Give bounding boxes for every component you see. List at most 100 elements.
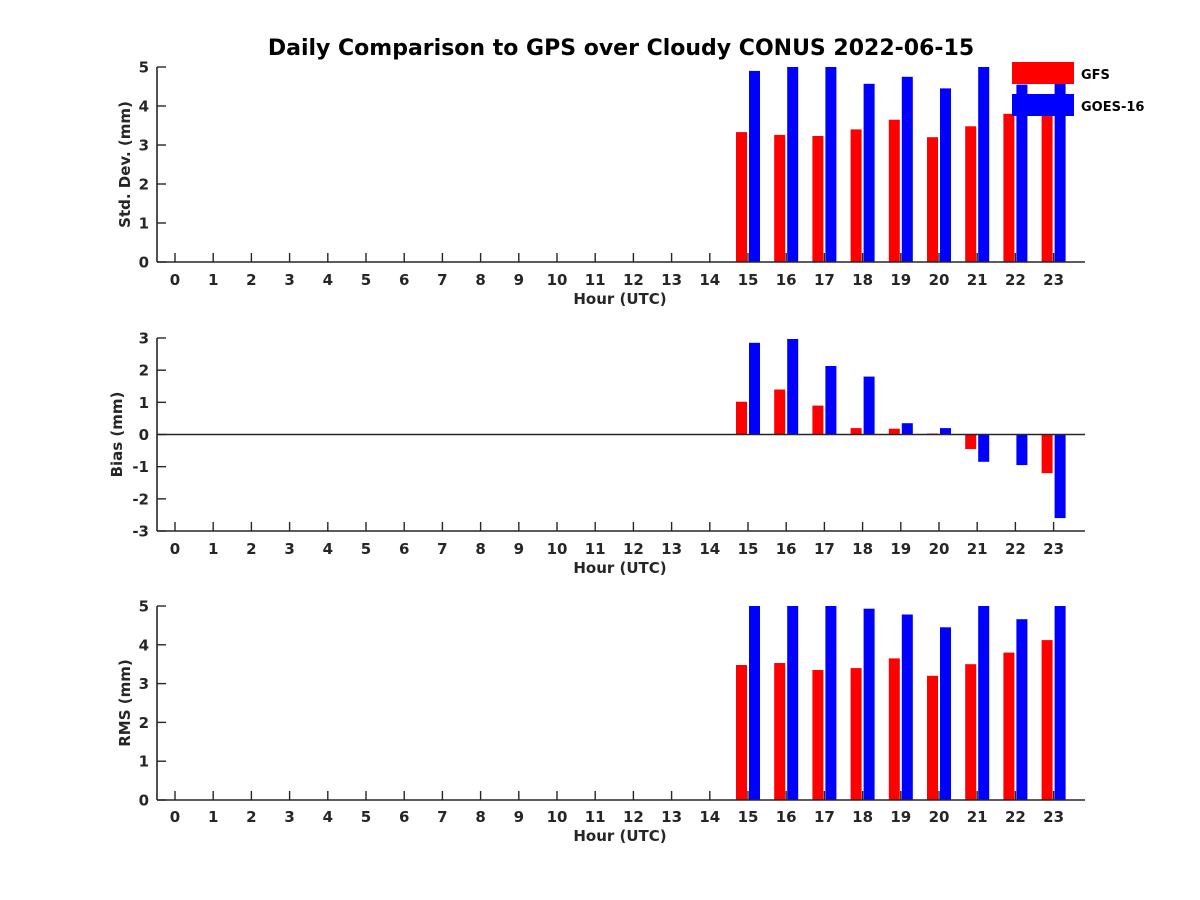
rms-bar-goes16-23 [1054, 606, 1066, 800]
bias-bar-gfs-17 [812, 405, 824, 435]
bias-x-tick-label: 15 [738, 540, 759, 558]
rms-x-tick-label: 10 [547, 808, 568, 826]
rms-bar-gfs-23 [1041, 640, 1053, 800]
rms-y-axis-label: RMS (mm) [116, 659, 134, 746]
bias-bar-gfs-21 [965, 434, 977, 449]
rms-bar-gfs-17 [812, 670, 824, 800]
rms-x-tick-label: 11 [585, 808, 606, 826]
std-dev-bar-gfs-18 [850, 129, 862, 262]
bias-x-tick-label: 4 [323, 540, 333, 558]
bias-y-tick-label: -3 [132, 523, 149, 541]
std-dev-x-tick-label: 5 [361, 271, 371, 289]
std-dev-x-tick-label: 22 [1005, 271, 1026, 289]
rms-x-tick-label: 2 [246, 808, 256, 826]
std-dev-bar-gfs-16 [774, 134, 786, 262]
std-dev-y-axis-label: Std. Dev. (mm) [116, 101, 134, 228]
rms-x-tick-label: 14 [699, 808, 720, 826]
std-dev-bar-gfs-20 [927, 137, 938, 262]
rms-x-tick-label: 22 [1005, 808, 1026, 826]
std-dev-x-tick-label: 9 [514, 271, 524, 289]
std-dev-y-tick-label: 5 [139, 59, 149, 77]
rms-bar-gfs-20 [927, 675, 938, 800]
std-dev-x-tick-label: 0 [170, 271, 180, 289]
std-dev-x-tick-label: 18 [852, 271, 873, 289]
rms-bar-goes16-22 [1016, 619, 1028, 800]
bias-x-tick-label: 5 [361, 540, 371, 558]
bias-x-tick-label: 8 [475, 540, 485, 558]
rms-x-tick-label: 9 [514, 808, 524, 826]
rms-x-tick-label: 5 [361, 808, 371, 826]
std-dev-bar-goes16-18 [863, 83, 875, 262]
rms-bar-goes16-17 [825, 606, 837, 800]
rms-bar-goes16-20 [940, 627, 951, 800]
bias-x-tick-label: 16 [776, 540, 797, 558]
rms-x-tick-label: 20 [929, 808, 950, 826]
rms-y-tick-label: 3 [139, 675, 149, 693]
rms-y-tick-label: 4 [139, 636, 149, 654]
rms-bar-gfs-15 [736, 665, 747, 800]
bias-x-tick-label: 2 [246, 540, 256, 558]
std-dev-x-tick-label: 1 [208, 271, 218, 289]
std-dev-x-axis-label: Hour (UTC) [573, 290, 666, 308]
std-dev-y-tick-label: 2 [139, 176, 149, 194]
rms-x-tick-label: 7 [437, 808, 447, 826]
std-dev-y-tick-label: 4 [139, 98, 149, 116]
legend-label-gfs: GFS [1081, 68, 1110, 83]
std-dev-x-tick-label: 12 [623, 271, 644, 289]
std-dev-x-tick-label: 3 [284, 271, 294, 289]
legend-swatch-goes16 [1012, 94, 1074, 116]
legend-swatch-gfs [1012, 62, 1074, 84]
std-dev-bar-gfs-17 [812, 136, 824, 262]
rms-x-tick-label: 19 [890, 808, 911, 826]
bias-x-tick-label: 19 [890, 540, 911, 558]
rms-x-tick-label: 0 [170, 808, 180, 826]
rms-x-tick-label: 6 [399, 808, 409, 826]
bias-y-tick-label: 0 [139, 426, 149, 444]
std-dev-x-tick-label: 10 [547, 271, 568, 289]
rms-x-tick-label: 8 [475, 808, 485, 826]
bias-bar-goes16-18 [863, 376, 875, 435]
bias-x-tick-label: 10 [547, 540, 568, 558]
rms-x-tick-label: 1 [208, 808, 218, 826]
bias-x-tick-label: 0 [170, 540, 180, 558]
bias-y-tick-label: 3 [139, 330, 149, 348]
rms-y-tick-label: 0 [139, 792, 149, 810]
rms-x-tick-label: 17 [814, 808, 835, 826]
rms-x-tick-label: 13 [661, 808, 682, 826]
bias-bar-gfs-19 [888, 428, 900, 435]
bias-x-tick-label: 12 [623, 540, 644, 558]
std-dev-bar-goes16-19 [901, 76, 913, 263]
bias-bar-gfs-23 [1041, 434, 1053, 474]
std-dev-bar-gfs-15 [736, 132, 747, 262]
bias-y-tick-label: -2 [132, 490, 149, 508]
rms-bar-gfs-16 [774, 663, 786, 800]
std-dev-x-tick-label: 2 [246, 271, 256, 289]
bias-bar-goes16-17 [825, 366, 837, 435]
std-dev-x-tick-label: 6 [399, 271, 409, 289]
std-dev-x-tick-label: 8 [475, 271, 485, 289]
rms-bar-goes16-18 [863, 608, 875, 800]
bias-bar-goes16-21 [978, 434, 990, 462]
std-dev-bar-goes16-16 [787, 67, 799, 262]
std-dev-x-tick-label: 16 [776, 271, 797, 289]
std-dev-x-tick-label: 14 [699, 271, 720, 289]
std-dev-bar-goes16-21 [978, 67, 990, 262]
rms-x-tick-label: 15 [738, 808, 759, 826]
std-dev-y-tick-label: 1 [139, 215, 149, 233]
std-dev-x-tick-label: 15 [738, 271, 759, 289]
std-dev-y-tick-label: 3 [139, 137, 149, 155]
bias-x-tick-label: 14 [699, 540, 720, 558]
rms-bar-gfs-19 [888, 658, 900, 800]
bias-x-tick-label: 13 [661, 540, 682, 558]
std-dev-x-tick-label: 21 [967, 271, 988, 289]
std-dev-bar-goes16-20 [940, 88, 951, 263]
std-dev-bar-goes16-22 [1016, 84, 1028, 262]
rms-x-tick-label: 18 [852, 808, 873, 826]
bias-x-tick-label: 3 [284, 540, 294, 558]
bias-bar-gfs-18 [850, 428, 862, 435]
std-dev-x-tick-label: 11 [585, 271, 606, 289]
bias-y-axis-label: Bias (mm) [108, 392, 126, 478]
